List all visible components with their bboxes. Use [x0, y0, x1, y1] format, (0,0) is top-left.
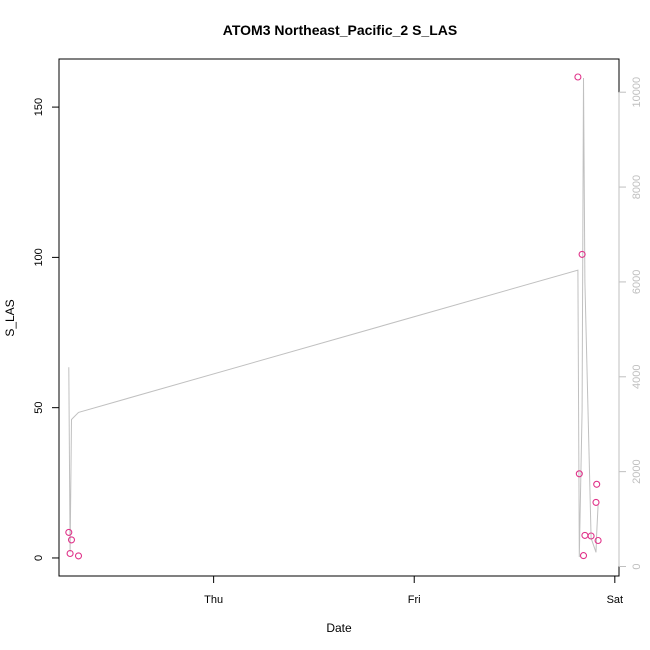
point-series [65, 73, 602, 560]
y-tick-label: 0 [33, 555, 45, 561]
data-point [65, 528, 73, 536]
data-point [67, 536, 76, 544]
y2-axis-right: 0 2000 4000 6000 8000 10000 [618, 77, 643, 570]
data-point [575, 470, 583, 478]
data-point [594, 536, 602, 545]
data-point [592, 498, 600, 506]
data-point [66, 549, 74, 558]
y2-tick-label: 10000 [631, 77, 643, 108]
data-point [578, 250, 586, 258]
data-point [574, 73, 582, 81]
data-point [587, 532, 595, 540]
data-point [593, 480, 601, 488]
y2-tick-label: 0 [631, 563, 643, 569]
y-axis: 0 50 100 150 [33, 98, 60, 561]
line-series [68, 77, 599, 558]
y-axis-label: S_LAS [3, 299, 17, 336]
chart-title: ATOM3 Northeast_Pacific_2 S_LAS [223, 22, 457, 38]
y2-tick-label: 8000 [631, 175, 643, 199]
x-axis-label: Date [326, 621, 352, 635]
data-point [74, 552, 83, 560]
x-axis: Thu Fri Sat [204, 575, 624, 606]
y-tick-label: 100 [33, 248, 45, 266]
series-line [68, 77, 599, 558]
y2-tick-label: 4000 [631, 365, 643, 389]
y-tick-label: 150 [33, 98, 45, 116]
x-tick-label: Fri [408, 594, 421, 606]
y2-tick-label: 2000 [631, 459, 643, 483]
x-tick-label: Sat [607, 594, 624, 606]
y-tick-label: 50 [33, 402, 45, 414]
x-tick-label: Thu [204, 594, 223, 606]
y2-tick-label: 6000 [631, 270, 643, 294]
data-point [579, 552, 588, 560]
